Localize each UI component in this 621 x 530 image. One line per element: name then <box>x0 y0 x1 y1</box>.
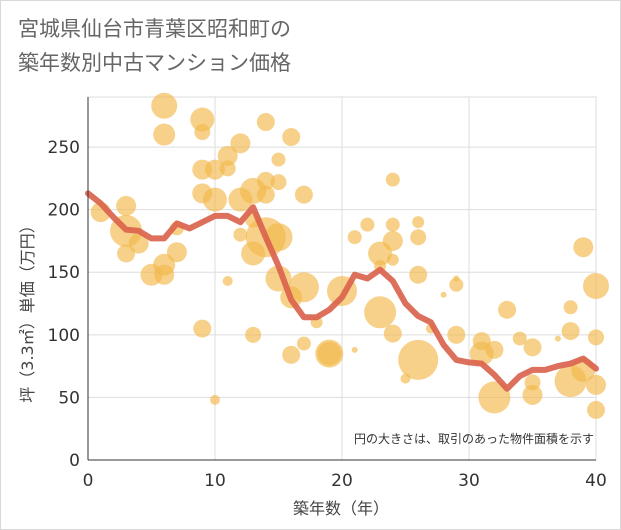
bubble-point <box>256 113 275 132</box>
bubble-point <box>317 341 342 366</box>
bubble-point <box>485 340 504 359</box>
bubble-point <box>386 253 399 266</box>
chart-title: 宮城県仙台市青葉区昭和町の 築年数別中古マンション価格 <box>18 12 291 80</box>
y-tick-label: 150 <box>48 263 80 283</box>
bubble-point <box>193 319 212 338</box>
bubble-point <box>294 185 313 204</box>
axes <box>87 97 596 461</box>
chart-title-line2: 築年数別中古マンション価格 <box>18 51 291 75</box>
bubble-point <box>219 160 236 177</box>
bubble-point <box>154 264 175 285</box>
y-tick-label: 100 <box>48 326 80 346</box>
bubble-point <box>478 381 511 414</box>
x-tick-label: 10 <box>204 471 226 491</box>
x-tick-label: 20 <box>331 471 353 491</box>
bubble-point <box>522 384 543 405</box>
bubble-point <box>561 322 580 341</box>
bubble-point <box>412 216 425 229</box>
bubble-point <box>282 345 301 364</box>
bubble-point <box>233 227 248 242</box>
bubble-point <box>385 217 400 232</box>
bubble-point <box>194 124 211 141</box>
bubble-point <box>230 133 251 154</box>
x-axis-title: 築年数（年） <box>293 499 389 518</box>
chart-title-line1: 宮城県仙台市青葉区昭和町の <box>18 17 291 41</box>
bubble-point <box>440 291 447 298</box>
bubble-point <box>270 174 287 191</box>
bubble-point <box>385 172 400 187</box>
bubble-point <box>563 300 578 315</box>
bubble-point <box>296 336 311 351</box>
bubble-point <box>190 107 215 132</box>
bubble-point <box>153 123 176 146</box>
bubble-point <box>583 273 609 300</box>
bubble-point <box>217 145 238 166</box>
bubble-point <box>586 374 606 395</box>
y-tick-label: 200 <box>48 201 80 221</box>
x-tick-label: 30 <box>458 471 480 491</box>
bubble-point <box>398 339 439 380</box>
bubble-point <box>222 276 233 287</box>
bubble-point <box>256 185 275 204</box>
bubble-point <box>205 159 225 180</box>
bubble-point <box>364 296 397 329</box>
bubble-point <box>271 152 286 167</box>
bubble-point <box>587 400 605 419</box>
trend-line <box>85 190 599 392</box>
y-tick-label: 250 <box>48 138 80 158</box>
bubble-point <box>151 92 178 119</box>
x-tick-labels: 0 10 20 30 40 <box>83 471 607 491</box>
bubble-point <box>409 265 428 284</box>
bubble-point <box>523 338 542 357</box>
bubble-point <box>554 335 561 342</box>
bubble-point <box>512 331 527 346</box>
bubble-point <box>573 237 594 258</box>
y-tick-label: 50 <box>58 388 80 408</box>
bubble-series <box>90 92 609 419</box>
bubble-point <box>128 233 149 254</box>
bubble-point <box>282 128 301 147</box>
y-tick-label: 0 <box>69 451 80 471</box>
bubble-point <box>382 230 403 251</box>
size-annotation: 円の大きさは、取引のあった物件面積を示す <box>354 431 594 446</box>
x-tick-label: 0 <box>83 471 94 491</box>
bubble-point <box>288 272 319 303</box>
bubble-point <box>360 217 375 232</box>
bubble-point <box>410 229 427 246</box>
x-tick-label: 40 <box>585 471 607 491</box>
bubble-point <box>383 324 402 343</box>
bubble-point <box>351 346 358 353</box>
bubble-point <box>449 277 464 292</box>
bubble-point <box>116 195 137 216</box>
bubble-point <box>256 171 275 190</box>
bubble-point <box>347 230 362 245</box>
bubble-point <box>588 329 604 346</box>
y-tick-labels: 0 50 100 150 200 250 <box>48 138 80 471</box>
bubble-point <box>498 300 517 319</box>
y-axis-title: 坪（3.3㎡）単価（万円） <box>18 217 37 402</box>
bubble-point <box>166 242 187 263</box>
bubble-point <box>447 325 466 344</box>
bubble-point <box>245 326 262 343</box>
bubble-point <box>203 187 227 212</box>
bubble-point <box>210 394 220 405</box>
